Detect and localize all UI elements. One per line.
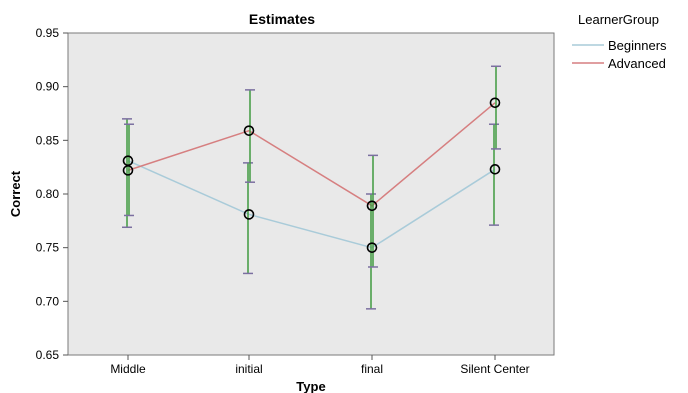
- y-tick-label-2: 0.75: [36, 241, 60, 255]
- x-tick-label-2: final: [361, 362, 383, 376]
- legend-title: LearnerGroup: [578, 12, 659, 27]
- y-tick-label-6: 0.95: [36, 26, 60, 40]
- data-point-beginners-2: [366, 242, 378, 253]
- x-axis: Middle initial final Silent Center: [110, 355, 530, 376]
- legend-label-beginners: Beginners: [608, 38, 667, 53]
- data-point-beginners-1: [243, 209, 255, 220]
- y-tick-label-4: 0.85: [36, 133, 60, 147]
- y-tick-label-0: 0.65: [36, 348, 60, 362]
- y-tick-label-5: 0.90: [36, 80, 60, 94]
- series-line-advanced: [127, 102, 496, 207]
- chart-title: Estimates: [249, 11, 315, 27]
- legend: LearnerGroup Beginners Advanced: [572, 12, 667, 71]
- x-tick-label-1: initial: [235, 362, 262, 376]
- y-tick-label-3: 0.80: [36, 187, 60, 201]
- data-point-beginners-3: [489, 164, 501, 175]
- plot-area: [67, 32, 555, 356]
- series-layer: [127, 102, 496, 249]
- y-axis-title: Correct: [8, 170, 23, 217]
- legend-label-advanced: Advanced: [608, 56, 666, 71]
- data-point-advanced-1: [243, 125, 255, 136]
- x-tick-label-3: Silent Center: [460, 362, 529, 376]
- data-point-advanced-2: [366, 200, 378, 212]
- y-axis: 0.65 0.70 0.75 0.80 0.85 0.90 0.95: [36, 26, 68, 362]
- x-axis-title: Type: [296, 379, 325, 393]
- data-point-advanced-0: [122, 165, 134, 176]
- x-tick-label-0: Middle: [110, 362, 146, 376]
- data-point-advanced-3: [489, 97, 501, 109]
- series-line-beginners: [127, 160, 496, 249]
- data-markers: [122, 97, 501, 253]
- y-tick-label-1: 0.70: [36, 294, 60, 308]
